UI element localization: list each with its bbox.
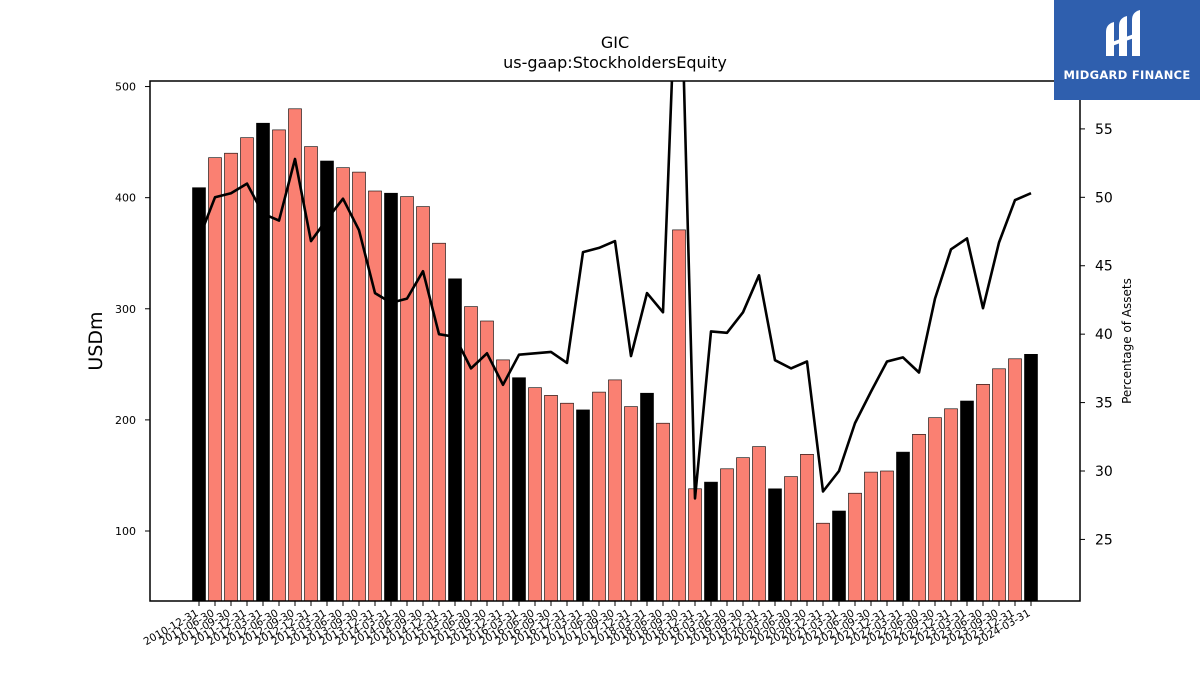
bar <box>592 391 606 602</box>
bar <box>192 187 206 602</box>
bar <box>928 417 942 602</box>
line-group <box>197 81 1032 500</box>
chart-subtitle: us-gaap:StockholdersEquity <box>503 53 727 72</box>
bar <box>560 402 574 602</box>
y2-tick-label: 45 <box>1095 259 1113 275</box>
bar <box>752 446 766 602</box>
bar <box>256 122 270 602</box>
bar <box>912 433 926 602</box>
bar <box>432 242 446 602</box>
bar <box>960 400 974 602</box>
bar <box>816 522 830 602</box>
y-axis-label: USDm <box>85 311 107 370</box>
brand-logo: MIDGARD FINANCE <box>1054 0 1200 100</box>
bar <box>896 451 910 602</box>
bar <box>448 278 462 602</box>
bar <box>224 152 238 602</box>
y-tick-label: 100 <box>115 525 136 538</box>
bar <box>640 392 654 602</box>
y2-tick-label: 35 <box>1095 396 1113 412</box>
bar <box>336 167 350 602</box>
bar <box>208 157 222 602</box>
bar <box>976 383 990 602</box>
percentage-line <box>197 81 1032 500</box>
y2-axis-label: Percentage of Assets <box>1120 278 1134 404</box>
bar <box>736 457 750 602</box>
bar <box>656 422 670 602</box>
bar <box>400 196 414 602</box>
bar <box>672 229 686 602</box>
bar <box>784 476 798 602</box>
y-tick-label: 200 <box>115 414 136 427</box>
y-tick-label: 400 <box>115 192 136 205</box>
bar <box>240 137 254 602</box>
bar <box>944 408 958 602</box>
bar <box>496 359 510 602</box>
bar <box>864 471 878 602</box>
bar <box>384 192 398 602</box>
bar <box>464 306 478 602</box>
bar <box>704 481 718 602</box>
bar <box>512 377 526 602</box>
y2-tick-label: 55 <box>1095 122 1113 138</box>
brand-name: MIDGARD FINANCE <box>1063 68 1191 82</box>
bar <box>848 492 862 602</box>
y2-tick-label: 40 <box>1095 327 1113 343</box>
bar <box>576 409 590 602</box>
chart-title: GIC <box>601 33 629 52</box>
bar <box>1024 353 1038 602</box>
bar <box>688 488 702 602</box>
bar <box>544 395 558 602</box>
bar <box>624 406 638 602</box>
y2-tick-label: 25 <box>1095 532 1113 548</box>
axes-group: 100200300400500253035404550552010-12-312… <box>115 80 1113 648</box>
y2-tick-label: 50 <box>1095 190 1113 206</box>
bar <box>768 488 782 602</box>
bars-group <box>192 108 1038 602</box>
y-tick-label: 500 <box>115 81 136 94</box>
bar <box>528 387 542 602</box>
bar <box>368 190 382 602</box>
y-tick-label: 300 <box>115 303 136 316</box>
bar <box>992 368 1006 602</box>
bar <box>880 470 894 602</box>
bar <box>1008 358 1022 602</box>
bar <box>800 453 814 602</box>
bar <box>608 379 622 602</box>
y2-tick-label: 30 <box>1095 464 1113 480</box>
bar <box>832 510 846 602</box>
bar <box>416 206 430 602</box>
logo-mark-icon <box>1106 10 1140 56</box>
bar <box>352 171 366 602</box>
bar <box>720 468 734 602</box>
